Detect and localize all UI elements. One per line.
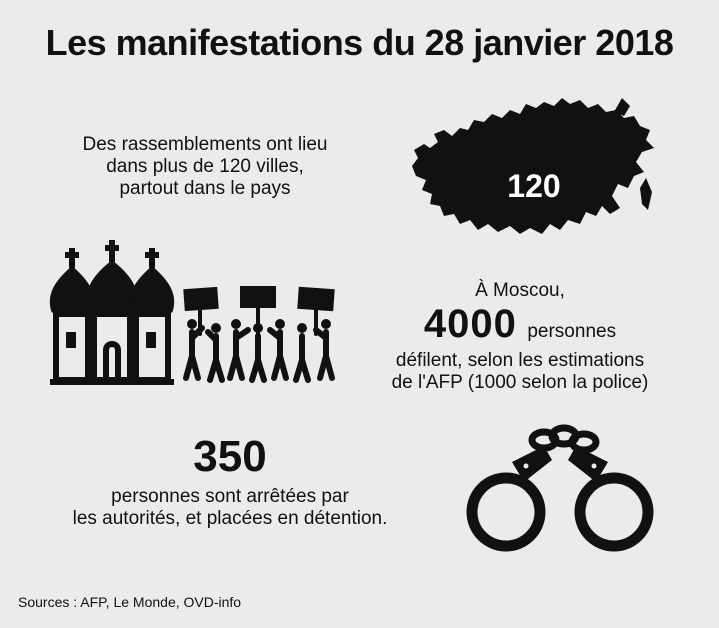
map-number: 120 [507, 168, 561, 204]
sources-text: Sources : AFP, Le Monde, OVD-info [18, 594, 242, 610]
cities-line-3: partout dans le pays [119, 178, 291, 199]
moscow-line-1: À Moscou, [475, 280, 565, 301]
moscow-number-row: 4000 personnes [350, 302, 690, 347]
moscow-line-3: défilent, selon les estimations [395, 350, 645, 371]
arrests-line-2: les autorités, et placées en détention. [72, 508, 388, 529]
moscow-number: 4000 [423, 302, 517, 346]
cities-line-2: dans plus de 120 villes, [106, 156, 304, 177]
arrests-line-1: personnes sont arrêtées par [111, 486, 349, 507]
handcuffs-icon [460, 424, 660, 560]
arrests-number: 350 [193, 432, 267, 481]
russia-map-icon [404, 92, 660, 252]
arrests-text: personnes sont arrêtées par les autorité… [20, 486, 440, 530]
orthodox-church-icon [42, 238, 182, 388]
page-title: Les manifestations du 28 janvier 2018 [45, 22, 674, 63]
protesters-icon [180, 284, 340, 384]
moscow-details: défilent, selon les estimations de l'AFP… [350, 350, 690, 394]
moscow-unit: personnes [527, 321, 617, 342]
cities-text: Des rassemblements ont lieu dans plus de… [20, 134, 390, 200]
moscow-line-4: de l'AFP (1000 selon la police) [391, 372, 649, 393]
cities-line-1: Des rassemblements ont lieu [82, 134, 328, 155]
